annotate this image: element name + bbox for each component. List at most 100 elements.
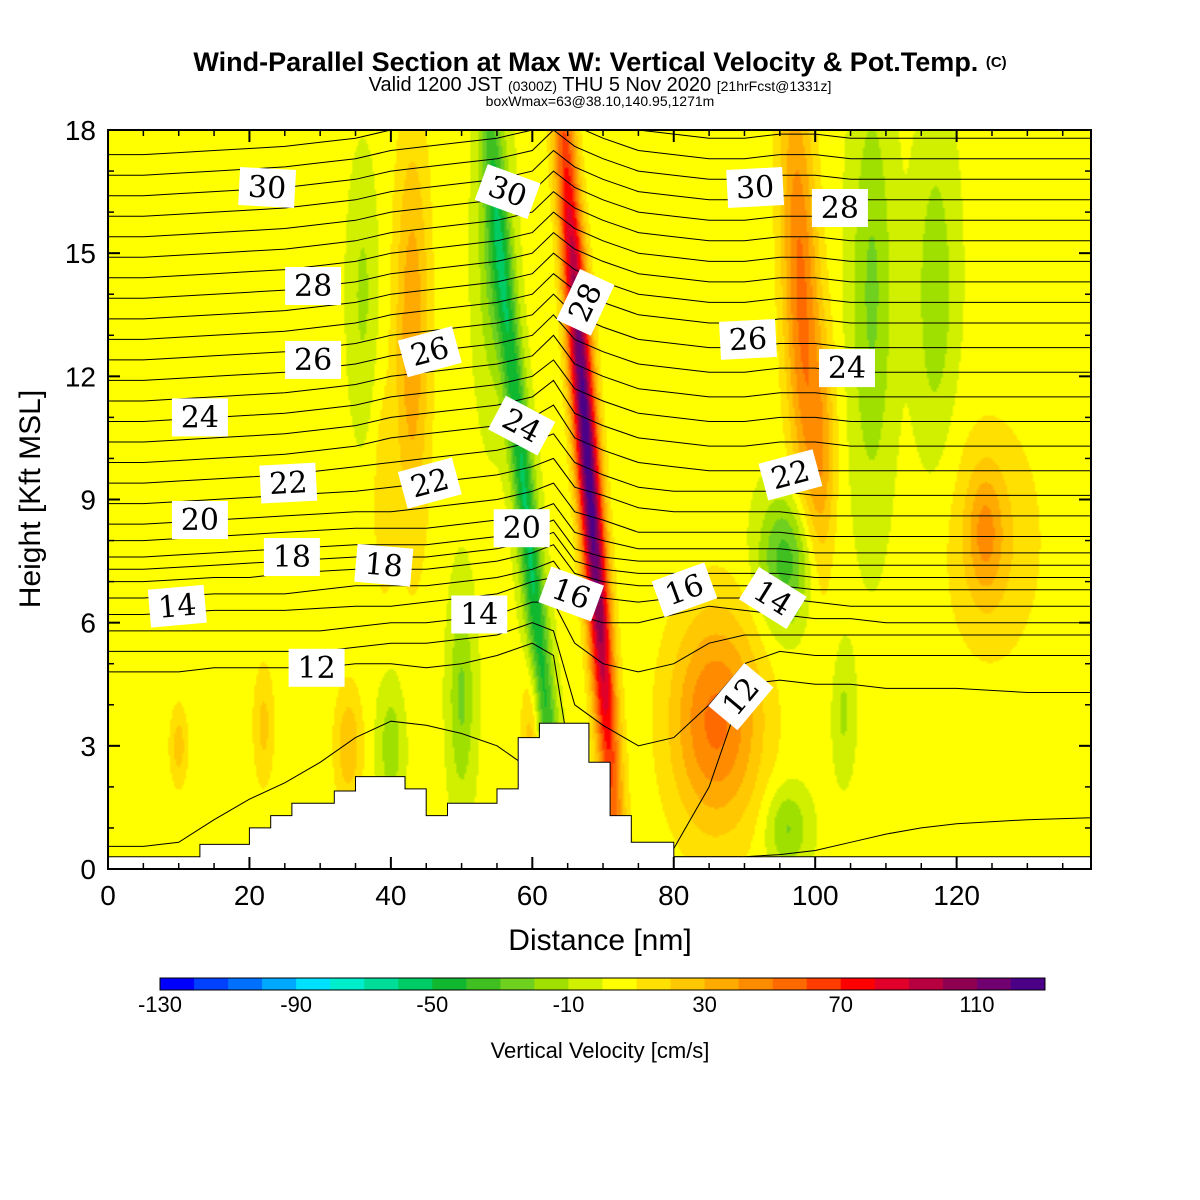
colorbar-frame xyxy=(159,977,1046,991)
x-axis-label: Distance [nm] xyxy=(508,924,691,957)
contour-label-text: 30 xyxy=(735,170,775,207)
contour-label-box xyxy=(397,457,462,509)
colorbar: -130 -90 -50 -10 30 70 110 xyxy=(138,977,1046,1017)
colorbar-swatch xyxy=(942,978,978,990)
contour-label-text: 28 xyxy=(821,191,859,226)
subtitle-fcst: [21hrFcst@1331z] xyxy=(717,78,832,94)
contour-label-box xyxy=(263,538,320,576)
colorbar-tick-label: -10 xyxy=(553,992,585,1017)
x-tick-label: 20 xyxy=(234,880,265,911)
subtitle-main: Valid 1200 JST xyxy=(369,74,503,96)
isentrope-line xyxy=(108,190,1091,258)
isentrope-line xyxy=(108,379,1091,447)
contour-label-text: 18 xyxy=(273,540,311,575)
colorbar-swatch xyxy=(704,978,740,990)
contour-label-text: 12 xyxy=(298,651,336,686)
colorbar-swatch xyxy=(568,978,603,990)
colorbar-swatch xyxy=(806,978,842,990)
contour-label-box xyxy=(285,267,342,305)
contour-label-box xyxy=(726,167,785,208)
contour-label-box xyxy=(147,584,207,628)
contour-label-box xyxy=(493,509,550,548)
contour-label-text: 26 xyxy=(294,343,332,378)
isentrope-line xyxy=(108,211,1091,279)
contour-label-box xyxy=(451,595,508,634)
y-tick-label: 12 xyxy=(65,361,96,392)
contour-label: 14 xyxy=(147,584,207,628)
chart-title-mark: (C) xyxy=(986,54,1007,71)
colorbar-swatch xyxy=(194,978,229,990)
contour-label-box xyxy=(171,501,228,539)
isentrope-line xyxy=(108,334,1091,402)
contour-label: 18 xyxy=(354,543,414,587)
colorbar-label: Vertical Velocity [cm/s] xyxy=(491,1038,710,1063)
contour-label: 22 xyxy=(259,462,318,504)
colorbar-swatch xyxy=(466,978,501,990)
colorbar-swatch xyxy=(840,978,876,990)
y-axis-label: Height [Kft MSL] xyxy=(14,390,47,608)
subtitle-date: THU 5 Nov 2020 xyxy=(562,74,711,96)
contour-label-box xyxy=(538,566,605,622)
colorbar-swatch xyxy=(262,978,297,990)
colorbar-swatch xyxy=(976,978,1012,990)
colorbar-swatch xyxy=(296,978,331,990)
chart-title: Wind-Parallel Section at Max W: Vertical… xyxy=(193,47,1006,77)
colorbar-tick-label: -90 xyxy=(280,992,312,1017)
y-tick-label: 15 xyxy=(65,238,96,269)
colorbar-swatch xyxy=(908,978,944,990)
contour-label-box xyxy=(819,349,875,388)
contour-label: 30 xyxy=(238,167,297,208)
contour-label-box xyxy=(651,562,718,618)
colorbar-swatch xyxy=(160,978,195,990)
contour-label: 26 xyxy=(397,326,462,378)
isentrope-line xyxy=(108,149,1091,217)
contour-label: 26 xyxy=(719,318,777,360)
contour-label-text: 20 xyxy=(181,503,219,538)
y-tick-label: 6 xyxy=(80,608,96,639)
colorbar-swatch xyxy=(738,978,774,990)
contour-label-text: 18 xyxy=(363,547,404,585)
x-tick-label: 120 xyxy=(933,880,980,911)
contour-label-box xyxy=(758,449,823,501)
contour-label-box xyxy=(719,318,777,360)
isentrope-line xyxy=(108,404,1091,472)
isentrope-line xyxy=(108,601,1091,673)
x-tick-label: 60 xyxy=(517,880,548,911)
colorbar-swatch xyxy=(534,978,569,990)
contour-label: 18 xyxy=(263,538,320,576)
contour-label-text: 22 xyxy=(268,465,308,502)
colorbar-swatch xyxy=(772,978,808,990)
colorbar-swatch xyxy=(432,978,467,990)
contour-label-box xyxy=(556,268,615,336)
colorbar-swatch xyxy=(602,978,638,990)
contour-label: 24 xyxy=(819,349,875,388)
x-tick-label: 100 xyxy=(792,880,839,911)
y-tick-label: 18 xyxy=(65,115,96,146)
isentrope-line xyxy=(108,502,1091,554)
chart-title-text: Wind-Parallel Section at Max W: Vertical… xyxy=(193,47,978,77)
contour-label-text: 20 xyxy=(503,511,541,546)
y-tick-label: 3 xyxy=(80,731,96,762)
contour-label-text: 24 xyxy=(828,351,866,386)
terrain-mask xyxy=(108,722,1091,869)
colorbar-swatch xyxy=(636,978,672,990)
contour-label: 26 xyxy=(285,340,342,379)
isentrope-lines xyxy=(108,130,1091,860)
colorbar-swatch xyxy=(228,978,263,990)
contour-label-box xyxy=(354,543,414,587)
colorbar-tick-label: 30 xyxy=(692,992,716,1017)
isentrope-line xyxy=(108,130,1091,156)
colorbar-tick-label: 110 xyxy=(959,992,994,1017)
x-tick-label: 0 xyxy=(100,880,116,911)
contour-label-text: 26 xyxy=(728,321,768,358)
colorbar-swatch xyxy=(364,978,399,990)
isentrope-line xyxy=(108,231,1091,299)
contour-label-box xyxy=(474,164,541,220)
contour-label: 22 xyxy=(397,457,462,509)
contour-label-box xyxy=(488,395,556,456)
colorbar-swatch xyxy=(398,978,433,990)
isentrope-line xyxy=(108,130,1091,176)
x-tick-label: 40 xyxy=(375,880,406,911)
